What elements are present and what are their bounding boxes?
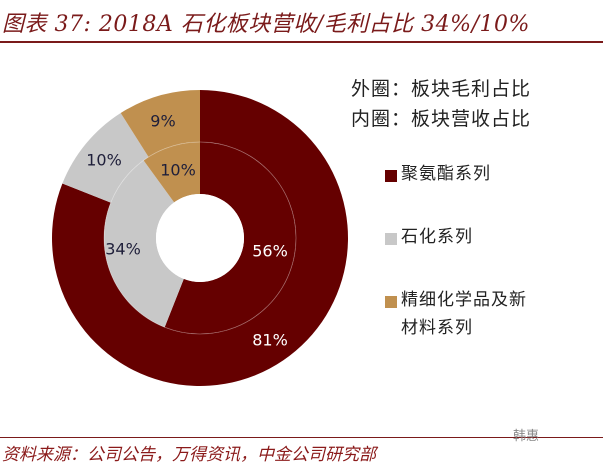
ring-separator	[103, 141, 297, 335]
outer-label-2: 9%	[150, 112, 175, 131]
inner-ring-revenue	[104, 142, 297, 335]
donut-hole	[156, 194, 244, 282]
legend-item-petrochemical: 石化系列	[385, 227, 541, 251]
legend-label: 石化系列	[401, 227, 473, 247]
outer-ring-gross-profit	[51, 90, 349, 386]
legend-inner-note: 内圈：板块营收占比	[351, 108, 532, 130]
title-divider	[0, 41, 603, 43]
legend-outer-note: 外圈：板块毛利占比	[351, 78, 532, 100]
footer-divider	[0, 437, 603, 438]
outer-segment-2	[120, 90, 200, 157]
outer-label-1: 10%	[86, 151, 122, 170]
legend-item-fine-chemicals: 精细化学品及新材料系列	[385, 290, 541, 342]
outer-segment-1	[62, 113, 149, 203]
inner-segment-2	[143, 142, 200, 203]
legend-label: 精细化学品及新材料系列	[401, 290, 527, 338]
inner-segment-0	[164, 142, 297, 335]
inner-label-1: 34%	[105, 240, 141, 259]
inner-label-2: 10%	[160, 161, 196, 180]
legend-swatch-petrochemical	[385, 233, 397, 245]
inner-segment-1	[104, 160, 184, 328]
legend-swatch-polyurethane	[385, 170, 397, 182]
inner-label-0: 56%	[252, 242, 288, 261]
watermark: 韩惠	[513, 429, 540, 444]
chart-title: 图表 37: 2018A 石化板块营收/毛利占比 34%/10%	[2, 12, 530, 37]
legend-swatch-fine-chemicals	[385, 296, 397, 308]
data-labels: 81% 10% 9% 56% 34% 10%	[86, 112, 288, 350]
source-note: 资料来源：公司公告，万得资讯，中金公司研究部	[2, 445, 376, 465]
outer-label-0: 81%	[252, 331, 288, 350]
outer-segment-0	[51, 90, 349, 386]
legend-label: 聚氨酯系列	[401, 164, 491, 184]
legend-item-polyurethane: 聚氨酯系列	[385, 164, 541, 188]
